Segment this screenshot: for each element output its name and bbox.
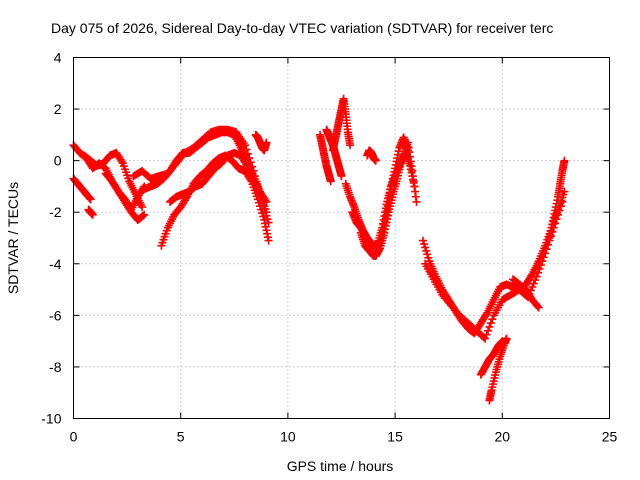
series-segment-16 <box>356 133 412 261</box>
y-tick-label: 0 <box>54 153 62 169</box>
data-point <box>541 249 550 258</box>
x-tick-label: 10 <box>280 429 296 445</box>
series-segment-3 <box>84 205 97 219</box>
data-point <box>140 210 149 219</box>
data-point <box>337 172 346 181</box>
x-axis-label: GPS time / hours <box>287 458 394 474</box>
data-point <box>86 195 95 204</box>
x-tick-label: 0 <box>70 429 78 445</box>
series-segment-23 <box>509 275 543 312</box>
data-point <box>534 303 543 312</box>
data-point <box>403 146 412 155</box>
series-segment-10 <box>251 130 271 155</box>
data-point <box>539 253 548 262</box>
data-point <box>533 302 542 311</box>
y-tick-label: -2 <box>49 204 62 220</box>
data-point <box>532 272 541 281</box>
series-segment-11 <box>316 130 335 186</box>
data-point <box>371 156 380 165</box>
data-point <box>346 141 355 150</box>
data-point <box>482 330 491 339</box>
data-point <box>558 197 567 206</box>
data-point <box>262 138 271 147</box>
data-point <box>556 202 565 211</box>
data-point <box>88 210 97 219</box>
data-point <box>139 211 148 220</box>
data-point <box>264 218 273 227</box>
data-point <box>486 319 495 328</box>
series-segment-9 <box>165 148 271 206</box>
data-point <box>488 315 497 324</box>
y-tick-label: 2 <box>54 101 62 117</box>
y-tick-label: 4 <box>54 50 62 66</box>
x-tick-label: 25 <box>602 429 618 445</box>
chart-title: Day 075 of 2026, Sidereal Day-to-day VTE… <box>51 20 554 36</box>
data-point <box>117 157 126 166</box>
y-tick-label: -8 <box>49 359 62 375</box>
y-tick-label: -10 <box>41 411 61 427</box>
series-segment-20 <box>545 156 569 242</box>
data-point <box>542 245 551 254</box>
data-point <box>326 177 335 186</box>
data-point <box>261 196 270 205</box>
data-point <box>560 187 569 196</box>
data-point <box>535 264 544 273</box>
data-point <box>264 236 273 245</box>
data-point <box>412 197 421 206</box>
data-point <box>534 268 543 277</box>
series-segment-19 <box>421 197 567 343</box>
y-axis-label: SDTVAR / TECUs <box>5 182 21 294</box>
data-point <box>536 261 545 270</box>
series-segment-22 <box>485 334 511 405</box>
data-markers <box>69 94 569 405</box>
series-segment-17 <box>363 146 380 165</box>
plot-frame <box>73 57 610 419</box>
data-point <box>262 208 271 217</box>
data-point <box>262 197 271 206</box>
axis-ticks: 0 5 10 15 20 25 -10 -8 -6 -4 -2 0 2 4 <box>41 50 617 445</box>
series-segment-5 <box>101 169 149 224</box>
x-tick-label: 5 <box>177 429 185 445</box>
data-point <box>502 334 511 343</box>
data-point <box>544 240 553 249</box>
data-point <box>538 257 547 266</box>
series-segment-4 <box>80 148 147 212</box>
series-segment-7 <box>140 128 271 217</box>
data-point <box>138 203 147 212</box>
y-tick-label: -4 <box>49 256 62 272</box>
data-point <box>484 326 493 335</box>
data-point <box>554 210 563 219</box>
grid <box>73 57 610 419</box>
x-tick-label: 20 <box>495 429 511 445</box>
data-point <box>481 334 490 343</box>
data-point <box>248 170 257 179</box>
data-point <box>485 322 494 331</box>
x-tick-label: 15 <box>387 429 403 445</box>
y-tick-label: -6 <box>49 307 62 323</box>
data-point <box>560 156 569 165</box>
series-segment-13 <box>328 94 355 155</box>
